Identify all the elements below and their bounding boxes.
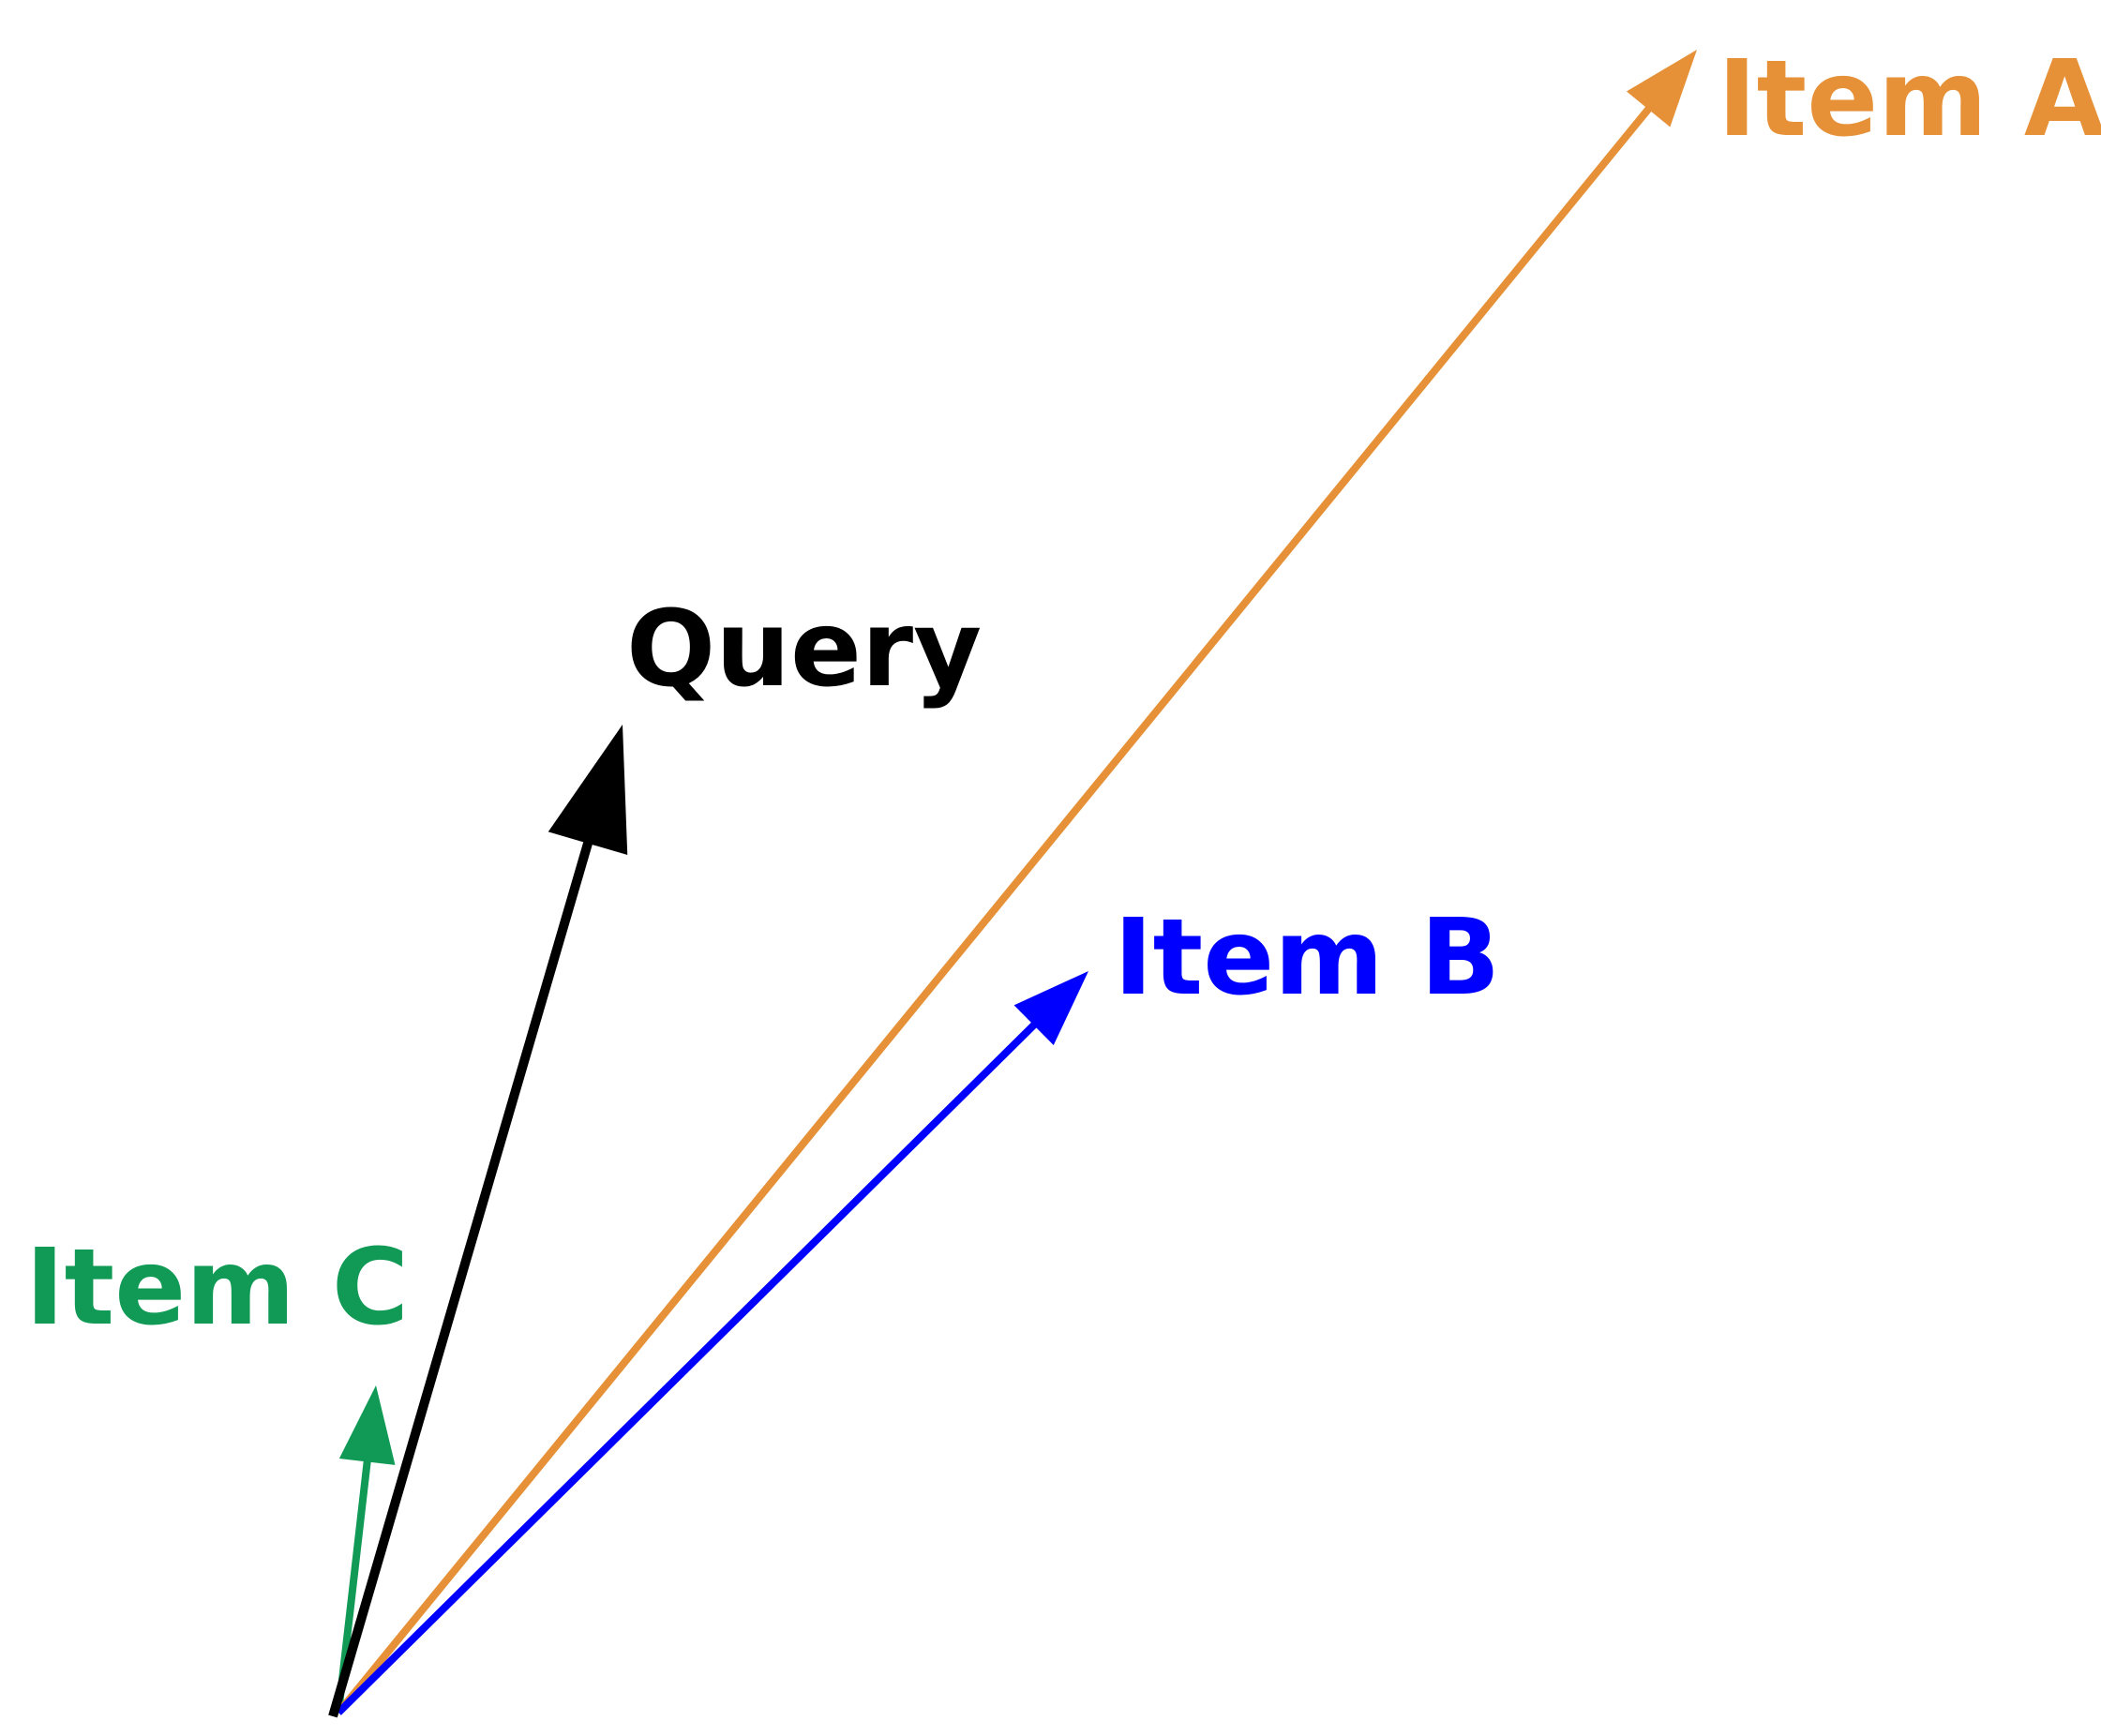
item-b-label: Item B xyxy=(1114,897,1500,1019)
query-shaft xyxy=(328,838,593,1718)
item-a-label: Item A xyxy=(1718,38,2101,160)
item-c-arrowhead xyxy=(338,1385,396,1465)
item-c-label: Item C xyxy=(25,1227,409,1349)
item-a-arrowhead xyxy=(1626,50,1697,127)
item-b-shaft xyxy=(336,1019,1040,1715)
item-b-arrow xyxy=(336,971,1088,1715)
query-label: Query xyxy=(626,589,982,711)
query-arrowhead xyxy=(548,725,628,856)
item-a-arrow xyxy=(335,50,1697,1715)
item-a-shaft xyxy=(335,103,1654,1715)
item-b-arrowhead xyxy=(1013,971,1088,1045)
query-arrow xyxy=(328,725,628,1718)
